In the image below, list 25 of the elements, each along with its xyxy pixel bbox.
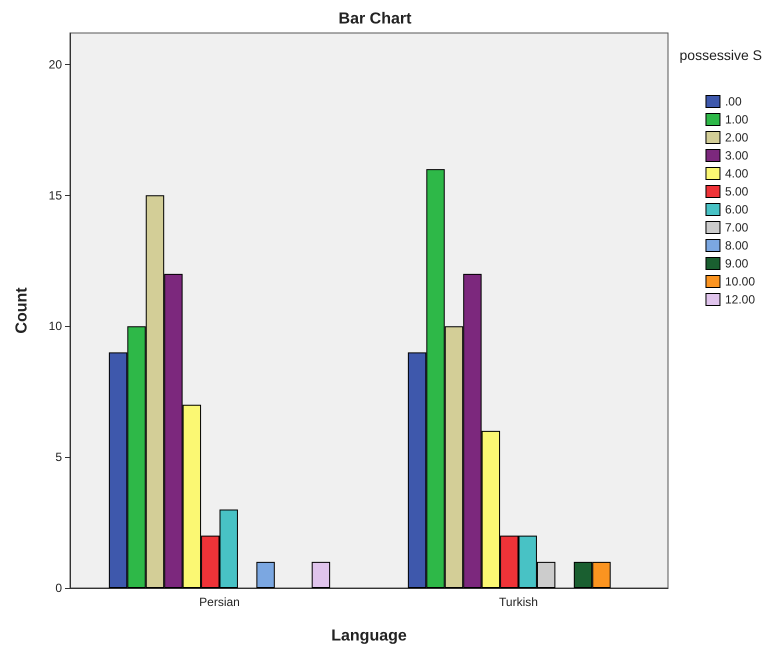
y-tick-label: 5 — [55, 450, 62, 464]
legend-label: 7.00 — [724, 220, 749, 234]
legend-label: 8.00 — [724, 238, 749, 252]
legend-label: 2.00 — [724, 130, 749, 144]
legend-label: 5.00 — [724, 184, 749, 198]
y-tick-label: 10 — [48, 319, 62, 334]
bar — [312, 562, 330, 588]
legend-label: 12.00 — [724, 292, 756, 306]
legend-label: 1.00 — [724, 112, 749, 126]
y-tick-label: 20 — [48, 57, 62, 72]
legend-label: 4.00 — [724, 166, 749, 180]
legend-label: 10.00 — [724, 274, 756, 288]
y-tick-label: 15 — [48, 188, 62, 202]
y-axis-title: Count — [14, 286, 30, 334]
x-tick-label: Persian — [199, 595, 240, 609]
legend-label: 9.00 — [724, 256, 749, 270]
legend-label: 3.00 — [724, 148, 749, 162]
legend-title: possessive S — [680, 47, 762, 63]
bar — [256, 562, 275, 588]
x-axis-title: Language — [331, 628, 407, 644]
chart-title: Bar Chart — [338, 10, 412, 28]
legend-label: .00 — [724, 94, 742, 108]
x-tick-label: Turkish — [499, 595, 538, 609]
y-tick-label: 0 — [55, 581, 62, 595]
legend-label: 6.00 — [724, 202, 749, 216]
